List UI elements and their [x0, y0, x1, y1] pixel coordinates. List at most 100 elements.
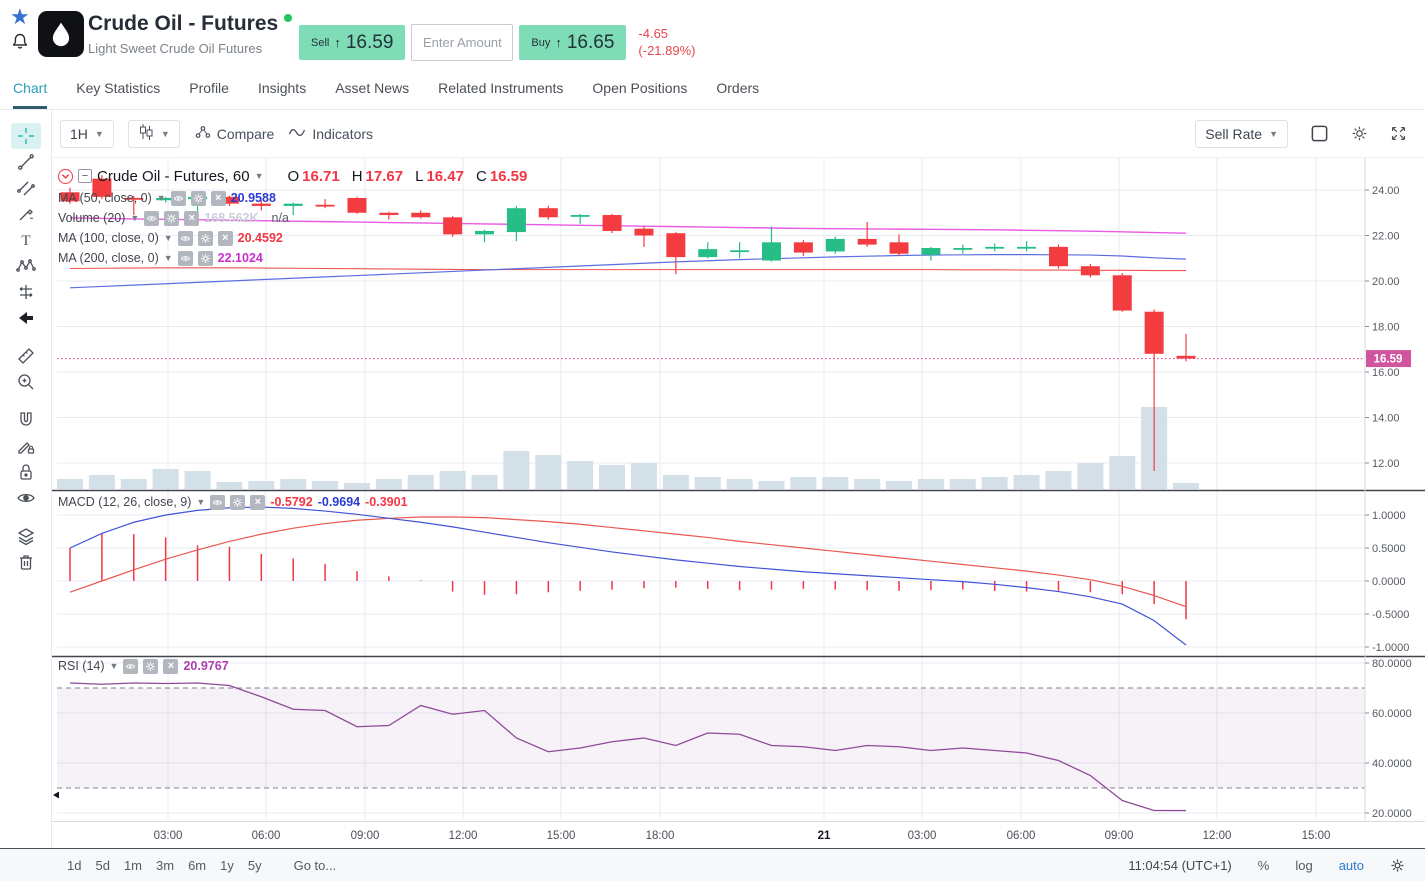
compare-button[interactable]: Compare — [194, 124, 274, 143]
chart-style-dropdown[interactable]: ▼ — [127, 119, 180, 148]
tool-brush-icon[interactable] — [11, 201, 41, 227]
tool-xabcd-pattern-icon[interactable] — [11, 253, 41, 279]
buy-button[interactable]: Buy ↑ 16.65 — [519, 25, 627, 60]
svg-text:16.00: 16.00 — [1372, 367, 1400, 379]
tool-trash-icon[interactable] — [11, 549, 41, 575]
tab-open-positions[interactable]: Open Positions — [592, 80, 688, 96]
favorite-star-icon[interactable]: ★ — [10, 4, 30, 29]
chevron-down-icon[interactable]: ▼ — [163, 253, 173, 263]
ohlc-values: O 16.71 H 17.67 L 16.47 C 16.59 — [287, 167, 528, 185]
sell-button[interactable]: Sell ↑ 16.59 — [299, 25, 406, 60]
instrument-logo — [38, 11, 84, 57]
hide-indicator-icon[interactable] — [170, 190, 186, 206]
tab-asset-news[interactable]: Asset News — [335, 80, 410, 96]
tool-ruler-icon[interactable] — [11, 343, 41, 369]
drawing-tools-sidebar: T — [0, 110, 52, 848]
svg-text:-1.0000: -1.0000 — [1372, 642, 1409, 654]
tab-insights[interactable]: Insights — [257, 80, 307, 96]
range-1d[interactable]: 1d — [67, 857, 82, 873]
remove-indicator-icon[interactable]: × — [210, 190, 226, 206]
chevron-down-icon[interactable]: ▼ — [163, 233, 173, 243]
ma50-value: 20.9588 — [230, 191, 276, 205]
remove-indicator-icon[interactable]: × — [163, 658, 179, 674]
sell-rate-dropdown[interactable]: Sell Rate ▼ — [1195, 119, 1288, 148]
chevron-down-icon[interactable]: ▼ — [196, 497, 206, 507]
tool-text-icon[interactable]: T — [11, 227, 41, 253]
chart-settings-gear-icon[interactable] — [1390, 858, 1405, 873]
remove-indicator-icon[interactable]: × — [217, 230, 233, 246]
snapshot-box-icon[interactable] — [1310, 124, 1329, 143]
range-5d[interactable]: 5d — [95, 857, 110, 873]
indicator-settings-icon[interactable] — [230, 494, 246, 510]
svg-text:24.00: 24.00 — [1372, 185, 1400, 197]
tool-magnet-icon[interactable] — [11, 407, 41, 433]
settings-gear-icon[interactable] — [1351, 125, 1368, 142]
macd-hist-value: -0.5792 — [270, 495, 313, 509]
tab-chart[interactable]: Chart — [13, 70, 48, 109]
up-arrow-icon: ↑ — [555, 35, 562, 50]
interval-dropdown[interactable]: 1H ▼ — [60, 119, 114, 148]
remove-indicator-icon[interactable]: × — [250, 494, 266, 510]
chevron-down-icon[interactable]: ▼ — [254, 171, 264, 181]
indicators-button[interactable]: Indicators — [288, 125, 373, 142]
svg-text:0.0000: 0.0000 — [1372, 576, 1406, 588]
tab-profile[interactable]: Profile — [189, 80, 229, 96]
svg-text:12:00: 12:00 — [1203, 830, 1232, 842]
tool-eye-icon[interactable] — [11, 485, 41, 511]
page-subtitle: Light Sweet Crude Oil Futures — [88, 41, 263, 56]
amount-input[interactable] — [411, 24, 514, 61]
chevron-down-icon[interactable]: ▼ — [130, 213, 140, 223]
fullscreen-icon[interactable] — [1390, 125, 1407, 142]
range-5y[interactable]: 5y — [247, 857, 262, 873]
indicator-label: Volume (20) — [58, 211, 126, 225]
hide-indicator-icon[interactable] — [177, 250, 193, 266]
indicator-settings-icon[interactable] — [164, 210, 180, 226]
tab-key-statistics[interactable]: Key Statistics — [76, 80, 161, 96]
tool-forecast-icon[interactable] — [11, 279, 41, 305]
tool-crosshair-icon[interactable] — [10, 123, 41, 149]
log-scale-button[interactable]: log — [1295, 857, 1313, 873]
collapse-pane-icon[interactable] — [58, 168, 73, 184]
volume-na: n/a — [271, 211, 289, 225]
range-1m[interactable]: 1m — [123, 857, 142, 873]
tab-related-instruments[interactable]: Related Instruments — [438, 80, 564, 96]
tool-lock-icon[interactable] — [11, 459, 41, 485]
tool-arrow-left-icon[interactable] — [11, 305, 41, 331]
indicator-settings-icon[interactable] — [197, 250, 213, 266]
bottom-toolbar: 1d 5d 1m 3m 6m 1y 5y Go to... 11:04:54 (… — [0, 848, 1425, 881]
indicator-settings-icon[interactable] — [143, 658, 159, 674]
auto-scale-button[interactable]: auto — [1338, 857, 1364, 873]
ma100-legend-row: MA (100, close, 0) ▼ × 20.4592 — [58, 230, 527, 246]
tool-trend-line-icon[interactable] — [11, 149, 41, 175]
rsi-value: 20.9767 — [183, 659, 229, 673]
hide-indicator-icon[interactable] — [144, 210, 160, 226]
ma200-value: 22.1024 — [217, 251, 263, 265]
percent-scale-button[interactable]: % — [1257, 857, 1270, 873]
hide-indicator-icon[interactable] — [123, 658, 139, 674]
chart-canvas[interactable]: 24.00 22.00 20.00 18.00 16.00 14.00 12.00 1.000… — [52, 158, 1425, 848]
tab-orders[interactable]: Orders — [716, 80, 760, 96]
chevron-down-icon[interactable]: ▼ — [156, 193, 166, 203]
svg-text:09:00: 09:00 — [1105, 830, 1134, 842]
chevron-down-icon: ▼ — [160, 128, 170, 139]
hide-indicator-icon[interactable] — [210, 494, 226, 510]
range-3m[interactable]: 3m — [156, 857, 175, 873]
candlestick-style-icon — [138, 123, 154, 144]
range-6m[interactable]: 6m — [188, 857, 207, 873]
indicator-settings-icon[interactable] — [197, 230, 213, 246]
legend-minimize-icon[interactable]: − — [78, 169, 92, 183]
page-title: Crude Oil - Futures — [88, 12, 293, 36]
range-1y[interactable]: 1y — [220, 857, 234, 873]
chevron-down-icon[interactable]: ▼ — [109, 661, 119, 671]
clock-display[interactable]: 11:04:54 (UTC+1) — [1128, 857, 1232, 873]
indicator-settings-icon[interactable] — [190, 190, 206, 206]
tool-layers-icon[interactable] — [11, 523, 41, 549]
hide-indicator-icon[interactable] — [177, 230, 193, 246]
alert-bell-icon[interactable] — [10, 32, 30, 57]
tool-zoom-in-icon[interactable] — [11, 369, 41, 395]
goto-button[interactable]: Go to... — [293, 857, 337, 873]
tool-parallel-channel-icon[interactable] — [11, 175, 41, 201]
remove-indicator-icon[interactable]: × — [184, 210, 200, 226]
tool-draw-lock-icon[interactable] — [11, 433, 41, 459]
